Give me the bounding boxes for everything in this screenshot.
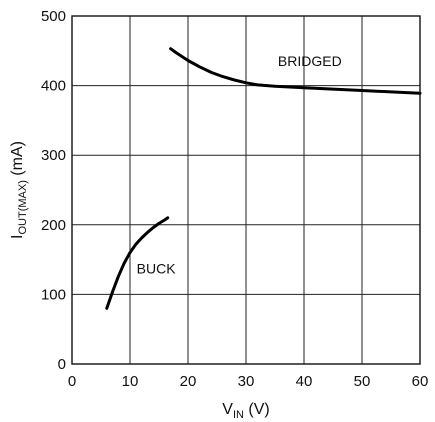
x-axis-label: VIN (V) [222, 401, 269, 421]
series-label-buck: BUCK [137, 261, 177, 277]
tick-labels: 0 10 20 30 40 50 60 0 100 200 300 400 500 [41, 8, 428, 390]
series-line-bridged [169, 47, 422, 95]
y-tick-label-300: 300 [41, 147, 66, 164]
series-group [105, 47, 422, 310]
x-tick-label-0: 0 [68, 373, 76, 390]
x-tick-label-10: 10 [122, 373, 139, 390]
annotations: BRIDGED BUCK [137, 53, 342, 276]
y-tick-label-0: 0 [58, 356, 66, 373]
series-line-buck [105, 216, 170, 310]
y-tick-label-500: 500 [41, 8, 66, 25]
x-tick-label-40: 40 [296, 373, 313, 390]
plot-frame [71, 15, 421, 365]
x-tick-label-60: 60 [412, 373, 429, 390]
y-tick-label-400: 400 [41, 78, 66, 95]
y-tick-label-100: 100 [41, 286, 66, 303]
grid [71, 15, 421, 365]
x-tick-label-30: 30 [238, 373, 255, 390]
y-axis-label: IOUT(MAX) (mA) [9, 141, 29, 239]
series-label-bridged: BRIDGED [278, 53, 342, 69]
x-tick-label-20: 20 [180, 373, 197, 390]
y-tick-label-200: 200 [41, 217, 66, 234]
x-tick-label-50: 50 [354, 373, 371, 390]
